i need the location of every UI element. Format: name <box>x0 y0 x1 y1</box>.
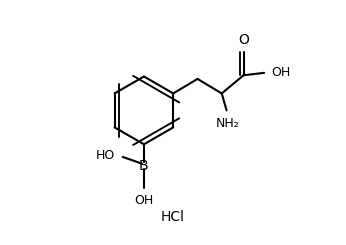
Text: HO: HO <box>95 149 115 162</box>
Text: NH₂: NH₂ <box>216 117 240 130</box>
Text: O: O <box>238 33 249 47</box>
Text: HCl: HCl <box>161 210 185 224</box>
Text: B: B <box>139 159 149 173</box>
Text: OH: OH <box>271 66 290 79</box>
Text: OH: OH <box>134 194 154 207</box>
